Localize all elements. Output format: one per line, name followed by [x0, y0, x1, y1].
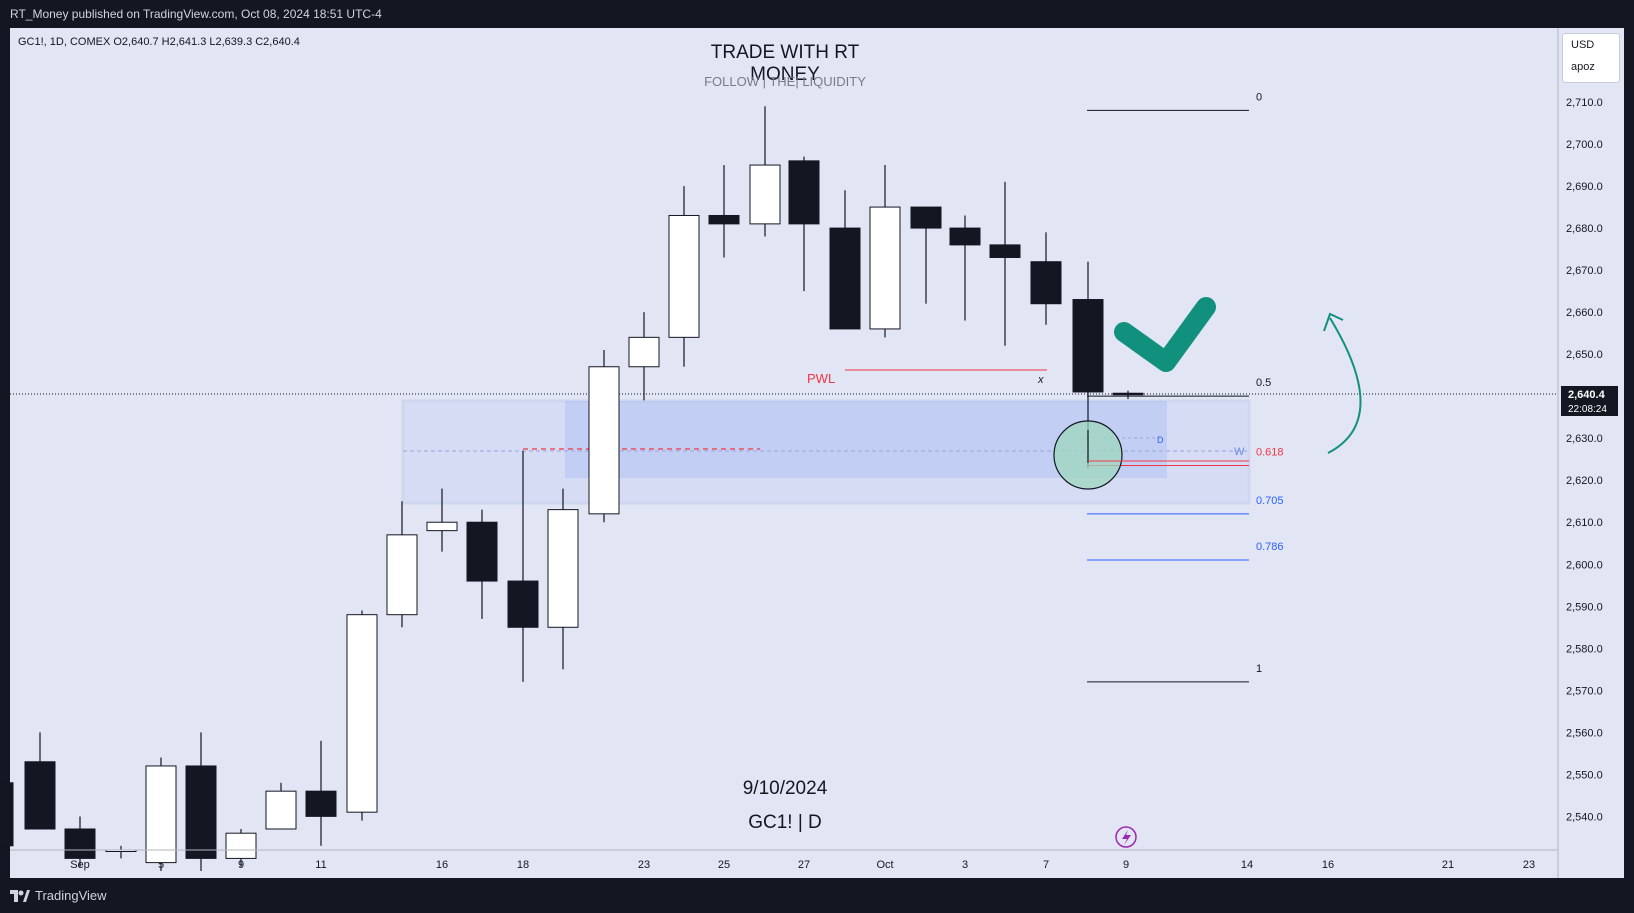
- x-tick-label: 11: [315, 859, 326, 871]
- y-tick-label: 2,550.0: [1566, 769, 1603, 781]
- overlay-title: TRADE WITH RT MONEY: [710, 42, 860, 85]
- last-price-value: 2,640.4: [1568, 389, 1606, 401]
- y-tick-label: 2,710.0: [1566, 97, 1603, 109]
- fib-level-label: 0: [1256, 91, 1262, 103]
- candle-body: [24, 761, 56, 830]
- candle-body: [265, 790, 297, 830]
- lightning-icon[interactable]: [1115, 826, 1137, 848]
- candle-body: [466, 521, 498, 582]
- y-tick-label: 2,670.0: [1566, 265, 1603, 277]
- y-tick-label: 2,620.0: [1566, 475, 1603, 487]
- checkmark-icon: [1114, 297, 1216, 372]
- candle-body: [829, 227, 861, 330]
- fib-level-label: 1: [1256, 663, 1262, 675]
- x-tick-label: 23: [1523, 859, 1535, 871]
- last-price-countdown: 22:08:24: [1568, 404, 1607, 415]
- tradingview-logo[interactable]: TradingView: [10, 888, 107, 903]
- x-tick-label: Oct: [876, 859, 893, 871]
- candle-body: [668, 214, 700, 338]
- y-tick-label: 2,680.0: [1566, 223, 1603, 235]
- x-tick-label: 7: [1043, 859, 1049, 871]
- x-tick-label: 16: [436, 859, 448, 871]
- candle-body: [1072, 299, 1104, 393]
- tradingview-brand-text: TradingView: [35, 888, 107, 903]
- ohlc-legend: GC1!, 1D, COMEX O2,640.7 H2,641.3 L2,639…: [18, 36, 300, 48]
- tradingview-logo-icon: [10, 889, 30, 902]
- candle-body: [547, 509, 579, 628]
- footer: TradingView: [0, 878, 1634, 913]
- x-tick-label: 3: [962, 859, 968, 871]
- x-tick-label: 25: [718, 859, 730, 871]
- fibonacci-group: 0 0.5 0.618 0.705 0.786 1: [1087, 91, 1284, 683]
- candle-body: [949, 227, 981, 246]
- overlay-symbol-timeframe: GC1! | D: [748, 812, 822, 833]
- candles-group: [0, 106, 1144, 872]
- candle-body: [1112, 392, 1144, 396]
- y-tick-label: 2,690.0: [1566, 181, 1603, 193]
- y-tick-label: 2,600.0: [1566, 559, 1603, 571]
- y-tick-label: 2,660.0: [1566, 307, 1603, 319]
- fib-level-label: 0.5: [1256, 377, 1271, 389]
- last-price-tag: [1561, 386, 1618, 416]
- y-tick-label: 2,610.0: [1566, 517, 1603, 529]
- scale-label: apoz: [1571, 61, 1595, 73]
- y-tick-label: 2,630.0: [1566, 433, 1603, 445]
- candle-body: [788, 160, 820, 225]
- overlay-subtitle: FOLLOW | THE| LIQUIDITY: [704, 74, 866, 89]
- candle-body: [749, 164, 781, 225]
- candle-body: [628, 336, 660, 368]
- zone-d-label: D: [1157, 435, 1164, 445]
- candle-body: [588, 366, 620, 515]
- candle-body: [305, 790, 337, 817]
- zone-w-label: W: [1234, 446, 1245, 458]
- candle-body: [869, 206, 901, 330]
- currency-unit-selector[interactable]: USD apoz: [1562, 33, 1620, 83]
- y-tick-label: 2,540.0: [1566, 811, 1603, 823]
- overlay-date: 9/10/2024: [742, 778, 828, 799]
- x-tick-label: 9: [1123, 859, 1129, 871]
- fib-level-label: 0.786: [1256, 541, 1284, 553]
- x-tick-label: 21: [1442, 859, 1454, 871]
- candle-body: [708, 214, 740, 225]
- x-tick-label: 23: [638, 859, 650, 871]
- pwl-label: PWL: [807, 371, 835, 386]
- x-axis[interactable]: Sep59111618232527Oct37914162123: [70, 859, 1535, 871]
- x-tick-label: 27: [798, 859, 810, 871]
- candle-body: [910, 206, 942, 229]
- y-tick-label: 2,590.0: [1566, 601, 1603, 613]
- pwl-x-mark: x: [1037, 374, 1044, 386]
- y-tick-label: 2,650.0: [1566, 349, 1603, 361]
- candle-body: [1030, 261, 1062, 305]
- candle-body: [507, 580, 539, 628]
- x-tick-label: 16: [1322, 859, 1334, 871]
- up-arrow-head: [1323, 312, 1344, 332]
- publish-text: RT_Money published on TradingView.com, O…: [10, 7, 382, 21]
- y-axis[interactable]: 2,540.0 2,550.0 2,560.0 2,570.0 2,580.0 2,590…: [1566, 97, 1603, 823]
- fib-level-label: 0.618: [1256, 447, 1284, 459]
- candle-body: [386, 534, 418, 616]
- y-tick-label: 2,700.0: [1566, 139, 1603, 151]
- y-tick-label: 2,570.0: [1566, 685, 1603, 697]
- candle-body: [64, 828, 96, 859]
- candle-body: [0, 782, 14, 847]
- candle-body: [225, 832, 257, 859]
- candle-body: [989, 244, 1021, 258]
- candle-body: [346, 614, 378, 813]
- x-tick-label: 14: [1241, 859, 1253, 871]
- y-tick-label: 2,580.0: [1566, 643, 1603, 655]
- candle-body: [426, 521, 458, 532]
- candle-body: [185, 765, 217, 859]
- up-arrow-curve: [1327, 317, 1362, 454]
- candle-body: [145, 765, 177, 864]
- currency-label: USD: [1571, 39, 1595, 51]
- x-tick-label: 18: [517, 859, 529, 871]
- y-tick-label: 2,560.0: [1566, 727, 1603, 739]
- publish-info: RT_Money published on TradingView.com, O…: [0, 0, 1634, 28]
- lightning-bolt-icon: [1122, 830, 1131, 845]
- fib-level-label: 0.705: [1256, 495, 1284, 507]
